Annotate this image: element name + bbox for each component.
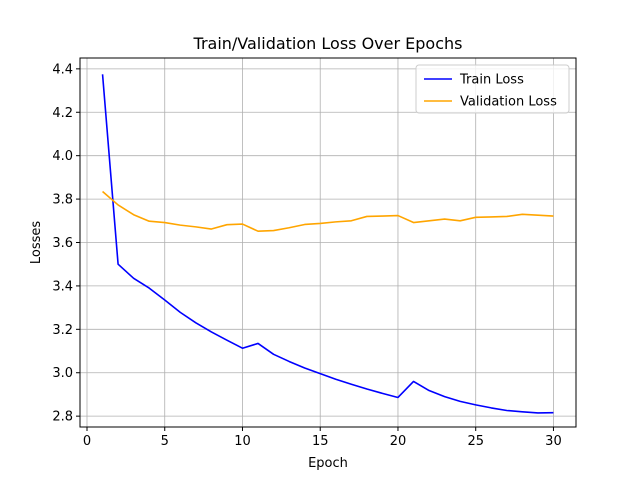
x-tick-label: 0 (83, 434, 91, 449)
y-tick-label: 3.2 (52, 323, 73, 338)
train-loss-legend-label: Train Loss (459, 73, 524, 88)
y-tick-label: 3.0 (52, 366, 73, 381)
x-tick-label: 30 (545, 434, 562, 449)
x-tick-label: 10 (234, 434, 251, 449)
x-tick-label: 15 (312, 434, 329, 449)
x-tick-label: 20 (390, 434, 407, 449)
series-lines (101, 74, 554, 414)
train-loss-line (101, 74, 554, 414)
x-tick-label: 25 (467, 434, 484, 449)
x-axis-label: Epoch (308, 456, 348, 471)
validation-loss-legend-label: Validation Loss (460, 95, 557, 110)
y-tick-label: 3.8 (52, 193, 73, 208)
y-tick-label: 3.6 (52, 236, 73, 251)
axis-ticks: 0 5 10 15 20 25 30 2.8 3.0 3.2 3.4 3.6 3.8 4.0 4.2 4.4 (52, 62, 561, 449)
y-tick-label: 4.2 (52, 106, 73, 121)
validation-loss-line (102, 190, 554, 233)
y-axis-label: Losses (29, 221, 44, 265)
legend-box (415, 64, 570, 114)
y-tick-label: 4.4 (52, 62, 73, 77)
legend: Train Loss Validation Loss (415, 64, 570, 114)
y-tick-label: 3.4 (52, 279, 73, 294)
grid-lines (80, 58, 576, 427)
chart-title: Train/Validation Loss Over Epochs (193, 34, 463, 53)
y-tick-label: 4.0 (52, 149, 73, 164)
y-tick-label: 2.8 (52, 410, 73, 425)
x-tick-label: 5 (161, 434, 169, 449)
